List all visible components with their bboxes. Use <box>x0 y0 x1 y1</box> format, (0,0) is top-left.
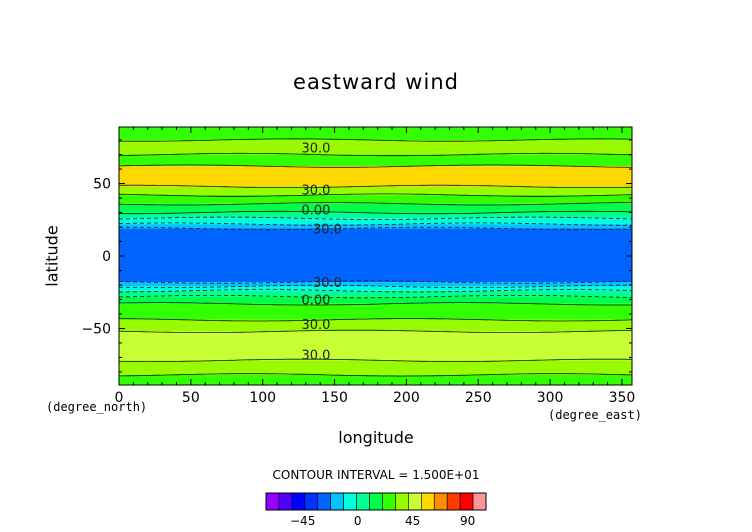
contour-line-4 <box>119 184 633 188</box>
contour-label-7: 30.0 <box>301 349 330 364</box>
band-18 <box>119 360 632 375</box>
y-tick-label-1: 0 <box>102 249 111 265</box>
contour-line-2 <box>118 152 633 157</box>
band-7 <box>119 212 632 219</box>
x-tick-label-3: 150 <box>321 390 348 406</box>
colorbar-cell-13 <box>433 492 448 511</box>
band-19 <box>119 374 632 385</box>
band-12 <box>119 286 632 291</box>
contour-line-11 <box>118 280 633 284</box>
y-tick-label-2: 50 <box>93 177 111 193</box>
colorbar-cell-15 <box>459 492 474 511</box>
colorbar-cell-16 <box>472 492 487 511</box>
band-13 <box>119 290 632 297</box>
y-tick-label-0: −50 <box>81 321 111 337</box>
contour-line-9 <box>118 222 632 226</box>
colorbar-cell-12 <box>420 492 435 511</box>
colorbar-cell-6 <box>343 492 357 511</box>
contour-label-5: 0.00 <box>301 293 330 308</box>
contour-label-2: 0.00 <box>301 204 330 219</box>
contour-line-16 <box>118 318 633 322</box>
contour-label-6: 30.0 <box>301 318 330 333</box>
x-axis-unit: (degree_east) <box>548 408 642 422</box>
contour-line-1 <box>118 138 632 142</box>
y-axis-unit: (degree_north) <box>46 400 148 414</box>
contour-line-14 <box>118 295 633 299</box>
colorbar-cell-9 <box>382 492 396 511</box>
contour-line-17 <box>118 329 632 333</box>
contour-label-4: 30.0 <box>313 276 342 291</box>
band-15 <box>119 303 632 320</box>
contour-label-0: 30.0 <box>301 141 330 156</box>
contour-line-18 <box>118 358 632 362</box>
colorbar-tick-label-1: 0 <box>354 514 362 528</box>
band-16 <box>119 319 632 332</box>
colorbar-frame <box>265 492 487 511</box>
colorbar-cell-1 <box>278 492 293 511</box>
colorbar-tick-label-3: 90 <box>460 514 475 528</box>
colorbar-cell-2 <box>291 492 306 511</box>
x-tick-label-2: 100 <box>249 390 276 406</box>
colorbar-cell-5 <box>330 492 344 511</box>
contour-line-19 <box>119 373 633 377</box>
contour-label-3: 30.0 <box>313 222 342 237</box>
contour-line-7 <box>119 210 633 215</box>
x-tick-label-0: 0 <box>115 390 124 406</box>
band-10 <box>119 228 632 283</box>
contour-line-3 <box>118 164 632 168</box>
band-11 <box>119 282 632 287</box>
band-2 <box>119 154 632 167</box>
band-8 <box>119 218 632 225</box>
colorbar-cell-10 <box>395 492 409 511</box>
colorbar-cell-11 <box>408 492 422 511</box>
colorbar-cell-3 <box>304 492 319 511</box>
x-axis-label: longitude <box>338 428 414 447</box>
band-17 <box>119 331 632 361</box>
band-1 <box>119 140 632 155</box>
contour-line-5 <box>119 193 633 197</box>
contour-line-6 <box>118 202 632 206</box>
colorbar-cell-7 <box>356 492 370 511</box>
colorbar-cell-0 <box>265 492 280 511</box>
x-tick-label-7: 350 <box>609 390 636 406</box>
band-4 <box>119 186 632 196</box>
x-tick-label-6: 300 <box>537 390 564 406</box>
colorbar-cell-14 <box>446 492 461 511</box>
band-5 <box>119 195 632 204</box>
chart-title: eastward wind <box>293 70 459 94</box>
contour-line-15 <box>118 302 632 306</box>
contour-interval-text: CONTOUR INTERVAL = 1.500E+01 <box>272 468 480 482</box>
band-14 <box>119 296 632 304</box>
colorbar-tick-label-0: −45 <box>290 514 315 528</box>
contour-line-12 <box>118 284 633 288</box>
colorbar-cell-8 <box>369 492 383 511</box>
contour-line-10 <box>119 226 632 231</box>
band-3 <box>119 166 632 187</box>
colorbar-tick-label-2: 45 <box>405 514 420 528</box>
band-6 <box>119 203 632 213</box>
band-0 <box>119 127 632 141</box>
x-tick-label-1: 50 <box>182 390 200 406</box>
x-tick-label-4: 200 <box>393 390 420 406</box>
contour-line-13 <box>119 289 633 293</box>
band-9 <box>119 224 632 229</box>
contour-label-1: 30.0 <box>301 183 330 198</box>
colorbar-cell-4 <box>317 492 332 511</box>
contour-line-8 <box>118 216 633 220</box>
x-tick-label-5: 250 <box>465 390 492 406</box>
